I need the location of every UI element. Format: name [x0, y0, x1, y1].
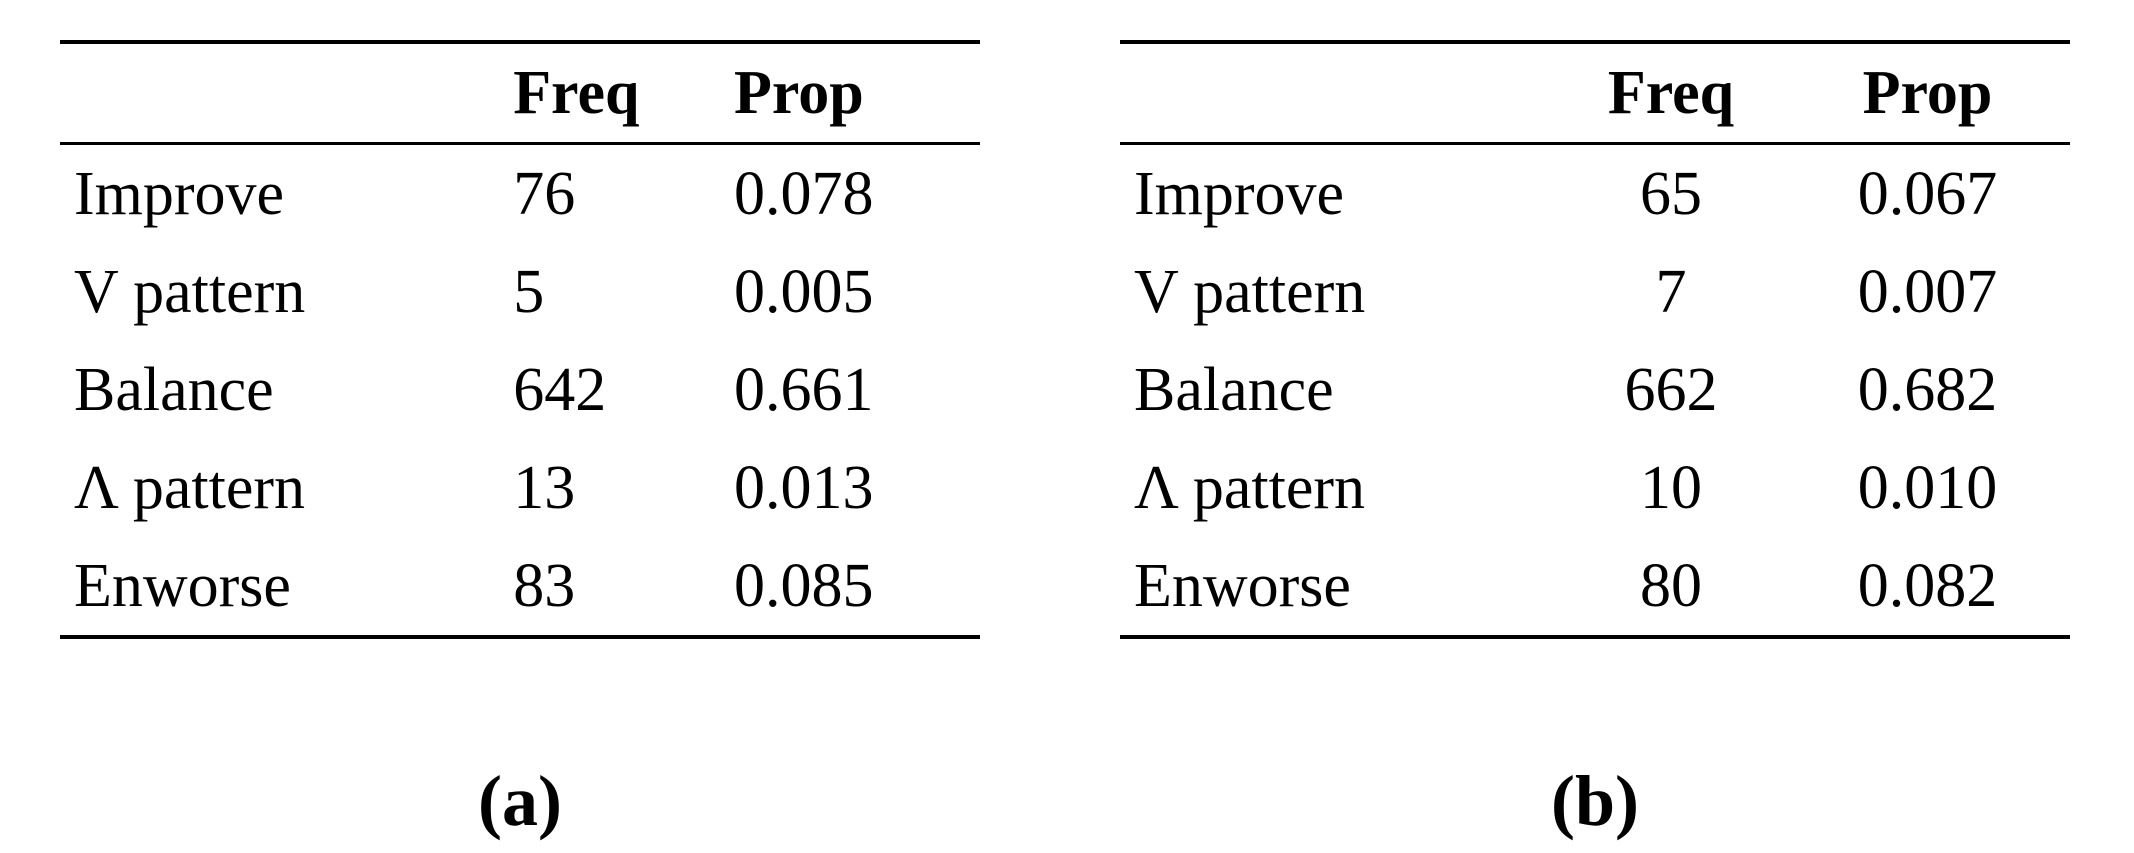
- table-b: Freq Prop Improve 65 0.067 V pattern 7 0…: [1120, 40, 2070, 639]
- table-b-col-freq: Freq: [1557, 42, 1785, 144]
- table-row: V pattern 7 0.007: [1120, 243, 2070, 341]
- table-a: Freq Prop Improve 76 0.078 V pattern 5 0…: [60, 40, 980, 639]
- row-freq: 80: [1557, 537, 1785, 637]
- caption-a: (a): [60, 760, 980, 843]
- row-label: Λ pattern: [1120, 439, 1557, 537]
- row-prop: 0.067: [1785, 144, 2070, 244]
- row-label: V pattern: [1120, 243, 1557, 341]
- row-prop: 0.013: [704, 439, 980, 537]
- table-a-col-prop: Prop: [704, 42, 980, 144]
- row-prop: 0.010: [1785, 439, 2070, 537]
- row-label: Improve: [60, 144, 483, 244]
- row-freq: 662: [1557, 341, 1785, 439]
- table-b-header-row: Freq Prop: [1120, 42, 2070, 144]
- table-panel-a: Freq Prop Improve 76 0.078 V pattern 5 0…: [60, 40, 980, 639]
- row-prop: 0.082: [1785, 537, 2070, 637]
- table-a-col-freq: Freq: [483, 42, 704, 144]
- row-prop: 0.078: [704, 144, 980, 244]
- table-row: Balance 642 0.661: [60, 341, 980, 439]
- row-label: Improve: [1120, 144, 1557, 244]
- row-label: Balance: [1120, 341, 1557, 439]
- row-label: Λ pattern: [60, 439, 483, 537]
- row-label: V pattern: [60, 243, 483, 341]
- table-row: Improve 65 0.067: [1120, 144, 2070, 244]
- row-freq: 7: [1557, 243, 1785, 341]
- table-a-col-blank: [60, 42, 483, 144]
- row-freq: 76: [483, 144, 704, 244]
- row-label: Balance: [60, 341, 483, 439]
- row-freq: 5: [483, 243, 704, 341]
- row-freq: 10: [1557, 439, 1785, 537]
- table-row: Improve 76 0.078: [60, 144, 980, 244]
- table-panel-b: Freq Prop Improve 65 0.067 V pattern 7 0…: [1120, 40, 2070, 639]
- row-label: Enworse: [60, 537, 483, 637]
- table-row: Enworse 80 0.082: [1120, 537, 2070, 637]
- table-row: Balance 662 0.682: [1120, 341, 2070, 439]
- table-row: Enworse 83 0.085: [60, 537, 980, 637]
- row-prop: 0.682: [1785, 341, 2070, 439]
- row-prop: 0.661: [704, 341, 980, 439]
- caption-b: (b): [1120, 760, 2070, 843]
- row-freq: 65: [1557, 144, 1785, 244]
- table-row: V pattern 5 0.005: [60, 243, 980, 341]
- table-row: Λ pattern 10 0.010: [1120, 439, 2070, 537]
- row-prop: 0.005: [704, 243, 980, 341]
- row-freq: 13: [483, 439, 704, 537]
- row-label: Enworse: [1120, 537, 1557, 637]
- row-freq: 83: [483, 537, 704, 637]
- table-b-col-blank: [1120, 42, 1557, 144]
- row-prop: 0.085: [704, 537, 980, 637]
- table-row: Λ pattern 13 0.013: [60, 439, 980, 537]
- row-freq: 642: [483, 341, 704, 439]
- row-prop: 0.007: [1785, 243, 2070, 341]
- table-a-header-row: Freq Prop: [60, 42, 980, 144]
- table-b-col-prop: Prop: [1785, 42, 2070, 144]
